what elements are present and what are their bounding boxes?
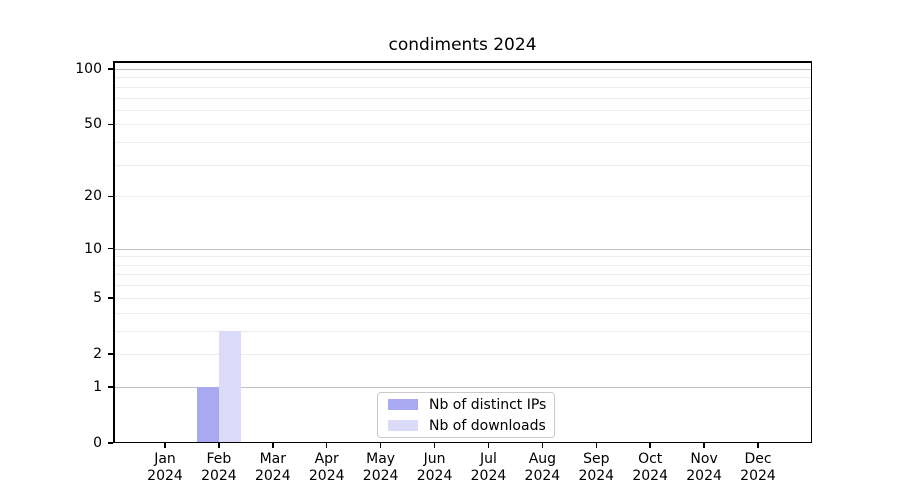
x-tick-aug [541,443,544,448]
x-tick-apr [325,443,328,448]
gridline-y-70 [113,97,812,99]
plot-area [113,61,812,443]
x-tick-label-aug: Aug 2024 [514,451,570,485]
y-tick-1 [108,386,113,388]
x-tick-feb [218,443,220,448]
legend-label-nb-of-downloads: Nb of downloads [429,417,546,434]
gridline-y-6 [113,285,812,287]
x-tick-label-year: 2024 [470,468,507,484]
x-tick-label-year: 2024 [416,468,453,484]
x-tick-label-dec: Dec 2024 [730,451,786,485]
y-tick-label-0: 0 [93,435,102,451]
bar-nb-of-downloads-feb-2024 [218,330,241,443]
x-tick-label-month: Jan [154,451,176,467]
x-tick-label-mar: Mar 2024 [245,451,301,485]
chart-title: condiments 2024 [388,35,537,55]
y-tick-label-1: 1 [93,378,102,395]
gridline-y-3 [113,330,812,332]
gridline-y-40 [113,142,812,144]
x-tick-label-month: Mar [259,451,287,467]
legend-swatch-nb-of-downloads [388,420,418,431]
x-tick-label-month: Nov [690,451,718,467]
x-tick-jul [487,443,490,448]
legend: Nb of distinct IPs Nb of downloads [377,392,555,438]
x-tick-label-month: Jul [480,451,497,467]
gridline-y-60 [113,109,812,111]
legend-item-nb-of-distinct-ips: Nb of distinct IPs [386,397,546,413]
x-tick-may [379,443,382,448]
x-tick-mar [272,443,274,448]
gridline-y-4 [113,312,812,314]
y-tick-5 [108,297,113,299]
x-tick-label-month: May [366,451,396,467]
x-tick-label-apr: Apr 2024 [299,451,355,485]
gridline-y-8 [113,264,812,266]
x-tick-label-year: 2024 [686,468,722,484]
legend-swatch-nb-of-distinct-ips [388,399,418,410]
x-tick-label-month: Jun [423,451,446,467]
y-tick-label-100: 100 [75,60,102,77]
x-tick-label-year: 2024 [740,468,776,484]
gridline-y-30 [113,164,812,166]
x-tick-label-jan: Jan 2024 [137,451,193,485]
x-tick-label-year: 2024 [524,468,561,484]
bar-nb-of-distinct-ips-feb-2024 [197,386,219,443]
x-tick-label-year: 2024 [147,468,183,484]
gridline-y-2 [113,353,812,355]
y-tick-label-20: 20 [84,188,102,205]
x-tick-label-month: Aug [528,451,557,467]
x-tick-label-year: 2024 [578,468,615,484]
x-tick-label-oct: Oct 2024 [622,451,678,485]
y-tick-label-2: 2 [93,345,102,362]
x-tick-jan [164,443,166,448]
x-tick-label-month: Dec [744,451,772,467]
gridline-y-80 [113,86,812,88]
x-tick-label-jun: Jun 2024 [407,451,463,485]
x-tick-label-year: 2024 [632,468,668,484]
plot-spine-bottom [113,441,812,443]
x-tick-label-year: 2024 [362,468,399,484]
x-tick-label-month: Apr [314,451,339,467]
plot-spine-left [113,61,115,443]
gridline-y-100 [113,68,812,70]
gridline-y-1 [113,386,812,388]
x-tick-label-year: 2024 [308,468,345,484]
x-tick-oct [649,443,651,448]
x-tick-label-year: 2024 [201,468,237,484]
y-tick-2 [108,353,113,355]
gridline-y-9 [113,256,812,258]
gridline-y-20 [113,196,812,198]
y-tick-label-10: 10 [84,240,102,257]
y-tick-50 [108,123,113,126]
x-tick-jun [433,443,436,448]
gridline-y-10 [113,248,812,250]
x-tick-label-sep: Sep 2024 [568,451,624,485]
y-tick-20 [108,195,113,198]
x-tick-label-feb: Feb 2024 [191,451,247,485]
plot-spine-right [810,61,812,443]
y-tick-100 [108,68,113,70]
legend-label-nb-of-distinct-ips: Nb of distinct IPs [429,396,547,413]
gridline-y-7 [113,274,812,276]
gridline-y-90 [113,77,812,79]
x-tick-label-month: Feb [206,451,232,467]
legend-item-nb-of-downloads: Nb of downloads [386,418,546,434]
gridline-y-5 [113,297,812,299]
gridline-y-50 [113,124,812,126]
x-tick-dec [757,443,759,448]
plot-spine-top [113,61,812,63]
x-tick-label-year: 2024 [254,468,291,484]
y-tick-label-50: 50 [84,116,102,133]
y-tick-label-5: 5 [93,289,102,306]
x-tick-label-month: Oct [638,451,663,467]
x-tick-label-may: May 2024 [353,451,409,485]
y-tick-0 [108,442,113,444]
x-tick-label-nov: Nov 2024 [676,451,732,485]
y-tick-10 [108,247,113,250]
x-tick-label-month: Sep [583,451,610,467]
x-tick-label-jul: Jul 2024 [460,451,516,485]
x-tick-sep [595,443,598,448]
x-tick-nov [703,443,705,448]
